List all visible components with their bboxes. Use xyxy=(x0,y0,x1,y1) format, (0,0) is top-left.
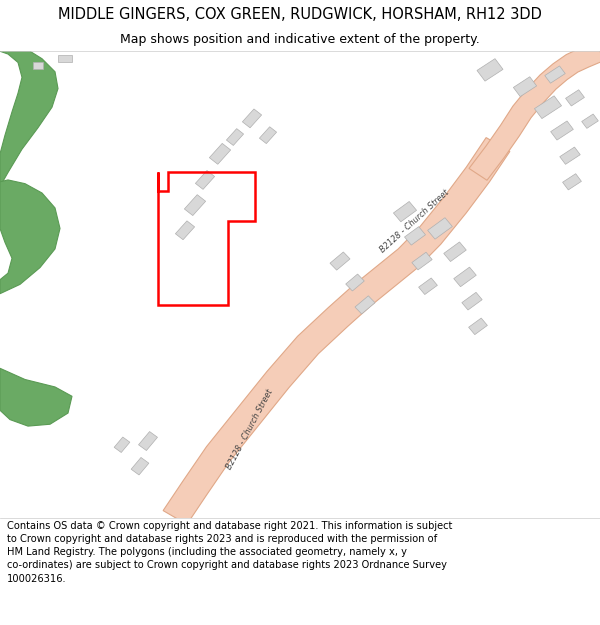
Polygon shape xyxy=(58,55,72,63)
Text: Contains OS data © Crown copyright and database right 2021. This information is : Contains OS data © Crown copyright and d… xyxy=(7,521,452,584)
Polygon shape xyxy=(33,62,43,69)
Polygon shape xyxy=(330,252,350,270)
Polygon shape xyxy=(563,174,581,190)
Text: B2128 - Church Street: B2128 - Church Street xyxy=(225,388,275,471)
Polygon shape xyxy=(346,274,364,291)
Polygon shape xyxy=(428,217,452,239)
Text: MIDDLE GINGERS, COX GREEN, RUDGWICK, HORSHAM, RH12 3DD: MIDDLE GINGERS, COX GREEN, RUDGWICK, HOR… xyxy=(58,7,542,22)
Polygon shape xyxy=(0,368,72,426)
Polygon shape xyxy=(175,221,194,240)
Polygon shape xyxy=(163,138,510,524)
Polygon shape xyxy=(469,42,600,180)
Polygon shape xyxy=(404,227,425,245)
Polygon shape xyxy=(469,318,487,334)
Text: B2128 - Church Street: B2128 - Church Street xyxy=(379,188,451,254)
Polygon shape xyxy=(0,51,58,186)
Polygon shape xyxy=(545,66,565,83)
Polygon shape xyxy=(581,114,598,128)
Polygon shape xyxy=(462,292,482,310)
Polygon shape xyxy=(454,267,476,287)
Polygon shape xyxy=(259,127,277,144)
Polygon shape xyxy=(444,242,466,261)
Polygon shape xyxy=(560,147,580,164)
Polygon shape xyxy=(477,59,503,81)
Polygon shape xyxy=(114,437,130,452)
Polygon shape xyxy=(196,171,215,189)
Text: Map shows position and indicative extent of the property.: Map shows position and indicative extent… xyxy=(120,34,480,46)
Polygon shape xyxy=(355,296,375,314)
Polygon shape xyxy=(566,90,584,106)
Polygon shape xyxy=(226,129,244,146)
Polygon shape xyxy=(514,77,536,97)
Polygon shape xyxy=(419,278,437,294)
Polygon shape xyxy=(535,96,562,119)
Polygon shape xyxy=(139,431,157,451)
Polygon shape xyxy=(209,143,230,164)
Polygon shape xyxy=(0,180,60,294)
Polygon shape xyxy=(394,201,416,222)
Polygon shape xyxy=(412,253,432,270)
Polygon shape xyxy=(551,121,574,140)
Polygon shape xyxy=(242,109,262,128)
Polygon shape xyxy=(184,194,206,216)
Polygon shape xyxy=(131,458,149,475)
